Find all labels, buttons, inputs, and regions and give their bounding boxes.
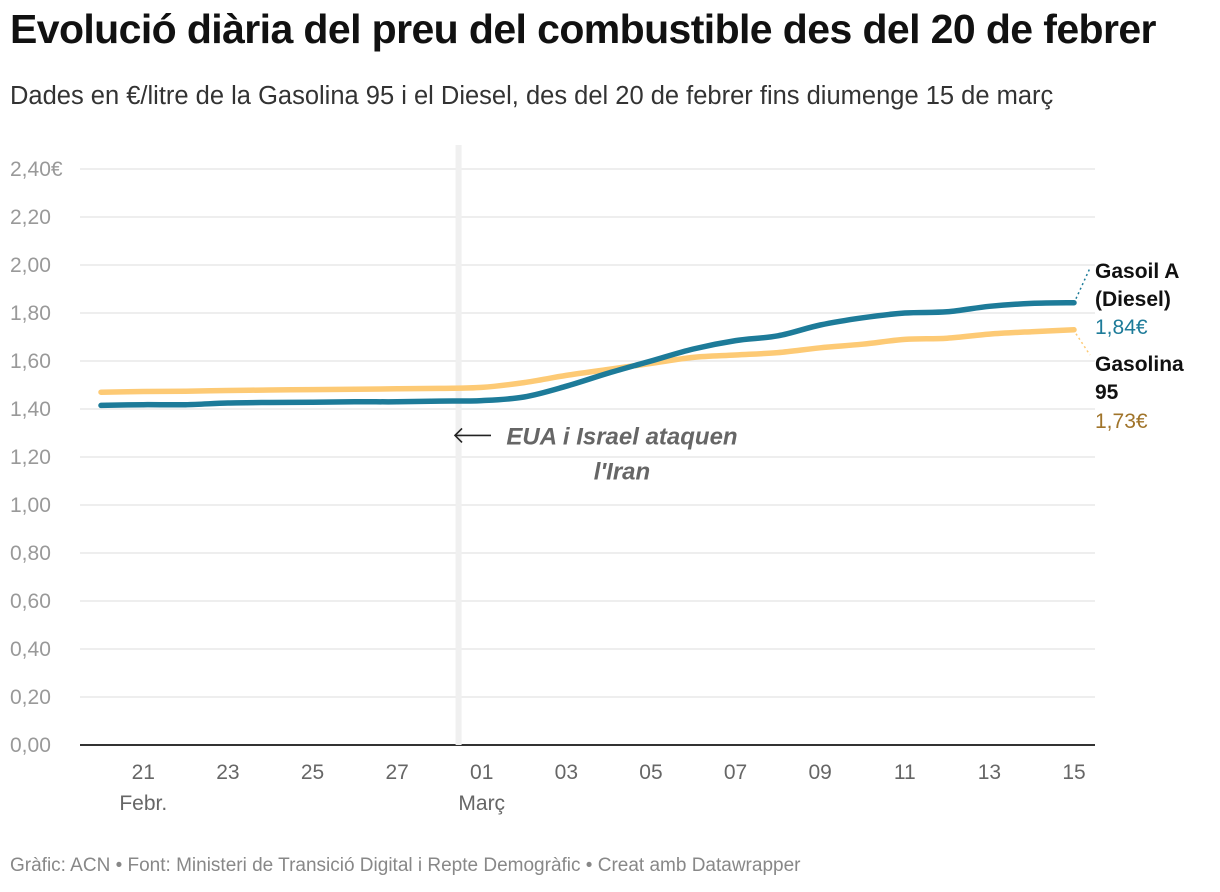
- gasolina-label-connector: [1075, 333, 1091, 356]
- chart-title: Evolució diària del preu del combustible…: [10, 6, 1157, 52]
- x-axis-ticks: 21 Febr. 23 25 27 01 Març 03 05 07 09 11 13 15: [119, 761, 1085, 815]
- y-axis-ticks: 0,00 0,20 0,40 0,60 0,80 1,00 1,20 1,40 1,60 1,80…: [10, 158, 63, 757]
- grid-lines: [80, 168, 1095, 746]
- x-tick-label: 21: [132, 761, 155, 784]
- x-tick-label: 15: [1062, 761, 1085, 784]
- y-tick-label: 0,60: [10, 590, 51, 613]
- x-tick-label: 27: [385, 761, 408, 784]
- diesel-label-name: Gasoil A: [1095, 260, 1179, 283]
- y-tick-label: 0,40: [10, 638, 51, 661]
- annotation-text: EUA i Israel ataquen: [506, 423, 737, 450]
- x-tick-label: 13: [978, 761, 1001, 784]
- gasolina-value-label: 1,73€: [1095, 410, 1148, 433]
- event-band: [455, 145, 462, 745]
- y-tick-label: 0,00: [10, 734, 51, 757]
- diesel-label-connector: [1075, 267, 1091, 299]
- x-tick-sublabel: Març: [458, 792, 505, 815]
- y-tick-label: 2,20: [10, 206, 51, 229]
- chart-subtitle: Dades en €/litre de la Gasolina 95 i el …: [10, 82, 1054, 110]
- gasolina-label-name: Gasolina: [1095, 353, 1184, 376]
- y-tick-label: 2,00: [10, 254, 51, 277]
- x-tick-sublabel: Febr.: [119, 792, 167, 815]
- x-tick-label: 03: [555, 761, 578, 784]
- event-annotation: EUA i Israel ataquen l'Iran: [453, 423, 738, 485]
- y-tick-label: 0,80: [10, 542, 51, 565]
- arrow-left-icon: [453, 427, 463, 443]
- y-tick-label: 2,40€: [10, 158, 63, 181]
- y-tick-label: 0,20: [10, 686, 51, 709]
- series-lines: [98, 299, 1077, 409]
- x-tick-label: 25: [301, 761, 324, 784]
- x-tick-label: 01: [470, 761, 493, 784]
- chart-footer: Gràfic: ACN • Font: Ministeri de Transic…: [10, 855, 801, 876]
- diesel-value-label: 1,84€: [1095, 316, 1148, 339]
- x-tick-label: 09: [808, 761, 831, 784]
- gasolina-label-name: 95: [1095, 381, 1119, 404]
- series-line-gasolina: [98, 327, 1077, 395]
- y-tick-label: 1,40: [10, 398, 51, 421]
- y-tick-label: 1,20: [10, 446, 51, 469]
- annotation-text: l'Iran: [594, 458, 650, 485]
- event-marker: [455, 145, 462, 745]
- y-tick-label: 1,60: [10, 350, 51, 373]
- x-tick-label: 11: [894, 761, 916, 784]
- y-tick-label: 1,00: [10, 494, 51, 517]
- x-tick-label: 23: [216, 761, 239, 784]
- x-tick-label: 05: [639, 761, 662, 784]
- y-tick-label: 1,80: [10, 302, 51, 325]
- diesel-label-name: (Diesel): [1095, 288, 1171, 311]
- x-tick-label: 07: [724, 761, 747, 784]
- series-line-diesel: [98, 299, 1077, 409]
- series-labels: Gasoil A (Diesel) 1,84€ Gasolina 95 1,73€: [1075, 260, 1184, 433]
